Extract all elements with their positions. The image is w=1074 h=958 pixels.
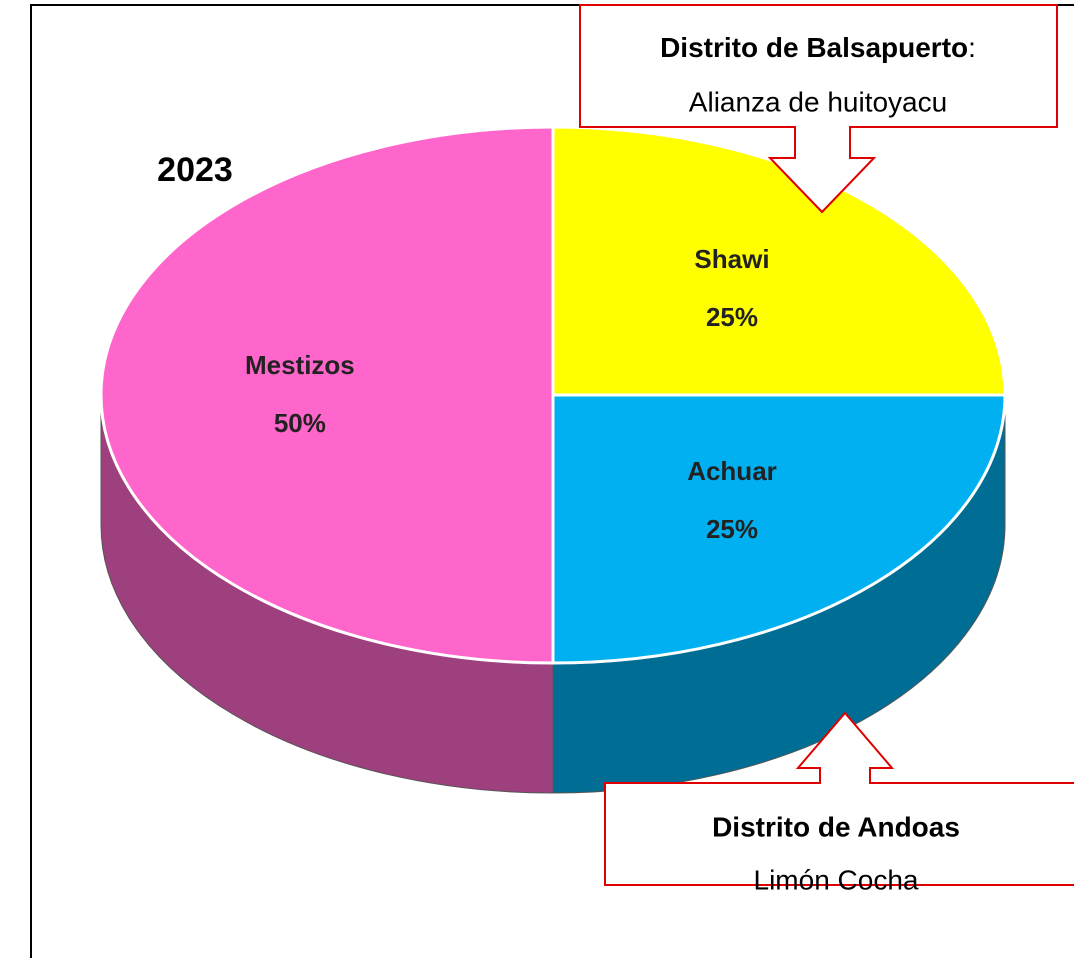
callout-title: Distrito de Balsapuerto: (660, 32, 976, 63)
callout-text: Limón Cocha (754, 864, 919, 895)
slice (99, 125, 555, 665)
slice-label: Shawi (694, 244, 769, 274)
callout-text: Alianza de huitoyacu (689, 86, 947, 117)
callout-box (604, 711, 1074, 886)
callout-title-text: Distrito de Balsapuerto (660, 32, 968, 63)
pie: Shawi 25% Achuar 25% Mestizos 50% (99, 125, 1007, 794)
slice-label: Mestizos (245, 350, 355, 380)
chart-title: 2023 (157, 151, 233, 189)
slice (551, 125, 1007, 397)
slice (551, 393, 1007, 665)
callout-title: Distrito de Andoas (712, 811, 960, 842)
value-label: 50% (274, 408, 326, 438)
callout-title-suffix: : (968, 32, 976, 63)
slice-label: Achuar (687, 456, 777, 486)
value-label: 25% (706, 514, 758, 544)
callout-box (579, 4, 1058, 214)
value-label: 25% (706, 302, 758, 332)
